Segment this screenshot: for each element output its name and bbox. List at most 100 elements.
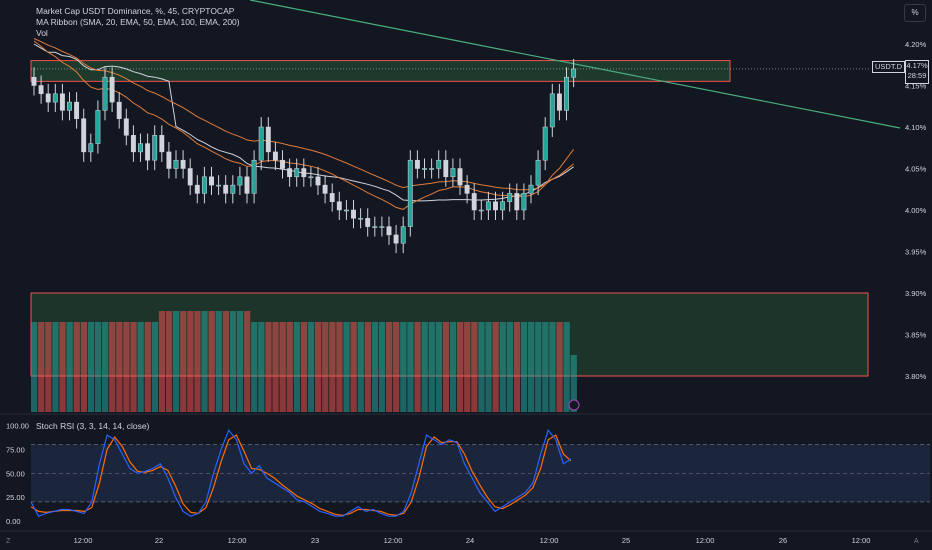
candle-body xyxy=(194,184,200,194)
auto-scale-corner-label[interactable]: A xyxy=(914,538,919,545)
candle-body xyxy=(130,135,136,153)
volume-bar xyxy=(236,311,244,412)
stoch-tick-label: 0.00 xyxy=(6,517,21,526)
last-price-value: 4.17% xyxy=(906,61,928,70)
chart-title: Market Cap USDT Dominance, %, 45, CRYPTO… xyxy=(36,6,235,16)
timezone-corner-label[interactable]: Z xyxy=(6,538,11,545)
candle-body xyxy=(485,201,491,211)
candle-body xyxy=(81,118,87,153)
candle-body xyxy=(74,101,80,119)
stoch-tick-label: 75.00 xyxy=(6,445,25,454)
volume-bar xyxy=(350,322,357,412)
candle-body xyxy=(457,168,463,186)
volume-bar xyxy=(485,322,492,412)
candle-body xyxy=(407,159,413,227)
volume-legend[interactable]: Vol xyxy=(36,28,48,38)
price-tick-label: 4.05% xyxy=(905,165,927,174)
candle-body xyxy=(556,93,562,111)
volume-bar xyxy=(364,322,371,412)
descending-trendline xyxy=(249,0,901,129)
volume-bar xyxy=(151,322,158,412)
volume-bar xyxy=(478,322,485,412)
volume-bar xyxy=(265,322,272,412)
stoch-rsi-title[interactable]: Stoch RSI (3, 3, 14, 14, close) xyxy=(36,421,150,431)
candle-body xyxy=(45,93,51,103)
volume-bar xyxy=(102,322,109,412)
candle-body xyxy=(159,135,165,153)
candle-body xyxy=(216,184,222,187)
percent-scale-button[interactable]: % xyxy=(904,4,926,22)
candle-body xyxy=(521,193,527,211)
candle-body xyxy=(145,143,151,161)
volume-bar xyxy=(215,311,222,412)
candle-body xyxy=(450,168,456,178)
candle-body xyxy=(478,209,484,212)
price-tick-label: 3.85% xyxy=(905,331,927,340)
candle-body xyxy=(301,168,307,178)
volume-bar xyxy=(378,322,386,412)
candle-body xyxy=(67,101,72,111)
candle-body xyxy=(422,168,427,170)
candle-body xyxy=(414,159,420,169)
candle-body xyxy=(294,168,300,178)
ma-ribbon-legend[interactable]: MA Ribbon (SMA, 20, EMA, 50, EMA, 100, E… xyxy=(36,17,240,27)
volume-bar xyxy=(556,322,563,412)
volume-bar xyxy=(208,311,215,412)
volume-bar xyxy=(194,311,201,412)
candle-body xyxy=(315,176,321,186)
volume-bar xyxy=(293,322,300,412)
time-tick-label: 22 xyxy=(155,536,163,545)
stoch-tick-label: 50.00 xyxy=(6,469,25,478)
volume-bar xyxy=(31,322,38,412)
volume-bar xyxy=(542,322,549,412)
volume-bar xyxy=(315,322,322,412)
volume-bar xyxy=(506,322,513,412)
candle-body xyxy=(464,184,470,194)
candle-body xyxy=(336,201,342,211)
volume-bar xyxy=(80,322,87,412)
candle-body xyxy=(507,193,513,202)
volume-bar xyxy=(180,311,187,412)
price-tick-label: 4.15% xyxy=(905,82,927,91)
volume-bar xyxy=(158,311,166,412)
volume-bar xyxy=(357,322,364,412)
time-tick-label: 12:00 xyxy=(228,536,247,545)
volume-bar xyxy=(407,322,414,412)
candle-body xyxy=(287,168,293,178)
candle-body xyxy=(358,218,364,220)
volume-bar xyxy=(73,322,80,412)
volume-bar xyxy=(165,311,173,412)
volume-bar xyxy=(251,322,258,412)
stoch-d-line xyxy=(30,434,572,516)
volume-bar xyxy=(563,322,570,412)
candle-body xyxy=(102,76,108,111)
volume-bar xyxy=(187,311,194,412)
ema-100-line xyxy=(33,38,574,191)
candle-body xyxy=(280,159,285,169)
candle-body xyxy=(244,176,250,194)
volume-bar xyxy=(513,322,521,412)
candle-body xyxy=(166,151,172,169)
time-tick-label: 25 xyxy=(622,536,630,545)
time-tick-label: 12:00 xyxy=(74,536,93,545)
candle-body xyxy=(514,193,520,211)
price-tick-label: 4.20% xyxy=(905,40,927,49)
volume-bar xyxy=(428,322,435,412)
volume-bar xyxy=(336,322,343,412)
volume-bar xyxy=(229,311,237,412)
time-tick-label: 12:00 xyxy=(696,536,715,545)
candle-body xyxy=(31,76,37,86)
volume-bar xyxy=(258,322,265,412)
candle-body xyxy=(187,168,193,186)
volume-bar xyxy=(244,311,251,412)
volume-bar xyxy=(94,322,102,412)
candle-body xyxy=(258,126,264,161)
stoch-tick-label: 100.00 xyxy=(6,422,29,431)
candle-body xyxy=(251,159,257,194)
candlesticks xyxy=(31,58,577,254)
time-tick-label: 12:00 xyxy=(852,536,871,545)
volume-bar xyxy=(130,322,137,412)
volume-bar xyxy=(393,322,400,412)
volume-bar xyxy=(87,322,95,412)
